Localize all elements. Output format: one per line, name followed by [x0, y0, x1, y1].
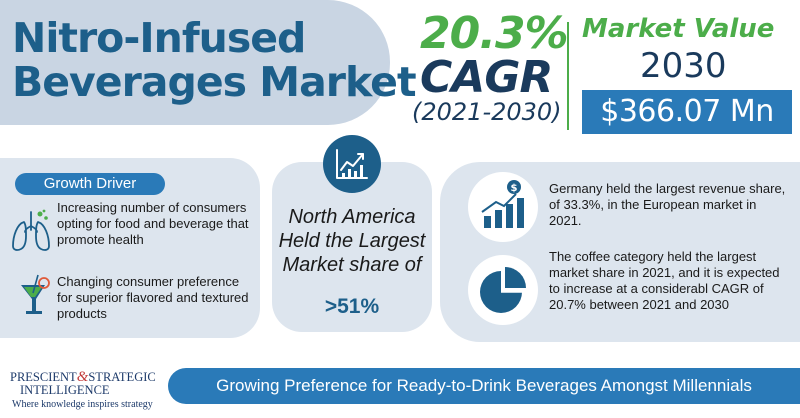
lungs-icon: [12, 209, 50, 251]
page-title-line-1: Nitro-Infused: [12, 14, 306, 62]
logo-word-prescient: PRESCIENT: [10, 370, 77, 384]
divider: [567, 22, 569, 130]
market-value-amount: $366.07 Mn: [600, 94, 774, 129]
insight-icon-circle-1: $: [468, 172, 538, 242]
market-value-year: 2030: [640, 46, 727, 86]
region-share: >51%: [324, 295, 380, 318]
growth-driver-item-1: Increasing number of consumers opting fo…: [57, 200, 249, 247]
logo-word-strategic: STRATEGIC: [88, 370, 156, 384]
bar-chart-dollar-icon: $: [481, 180, 524, 228]
logo-tagline: Where knowledge inspires strategy: [12, 399, 153, 410]
insight-text-1: Germany held the largest revenue share, …: [549, 181, 786, 228]
logo-ampersand: &: [76, 369, 89, 385]
growth-driver-badge: Growth Driver: [15, 173, 165, 195]
title-block: [0, 0, 390, 125]
footer-banner-text: Growing Preference for Ready-to-Drink Be…: [216, 376, 752, 395]
growth-driver-badge-label: Growth Driver: [43, 175, 137, 192]
region-icon-circle: [323, 135, 381, 193]
insight-icon-circle-2: [468, 255, 538, 325]
cagr-period: (2021-2030): [412, 98, 562, 126]
svg-text:$: $: [511, 183, 518, 194]
market-value-box: $366.07 Mn: [582, 90, 792, 134]
growth-driver-item-2: Changing consumer preference for superio…: [57, 274, 249, 321]
region-statement: North America Held the Largest Market sh…: [278, 206, 426, 276]
cagr-label: CAGR: [420, 52, 553, 103]
cagr-value: 20.3%: [420, 8, 569, 59]
footer-banner: Growing Preference for Ready-to-Drink Be…: [168, 368, 800, 404]
logo: PRESCIENT&STRATEGIC: [10, 369, 156, 386]
page-title-line-2: Beverages Market: [12, 58, 417, 106]
pie-chart-icon: [480, 267, 526, 313]
drink-icon: [21, 274, 50, 314]
growth-chart-icon: [336, 149, 368, 179]
insight-text-2: The coffee category held the largest mar…: [549, 249, 780, 312]
market-value-label: Market Value: [582, 14, 775, 44]
logo-word-intelligence: INTELLIGENCE: [20, 383, 110, 397]
